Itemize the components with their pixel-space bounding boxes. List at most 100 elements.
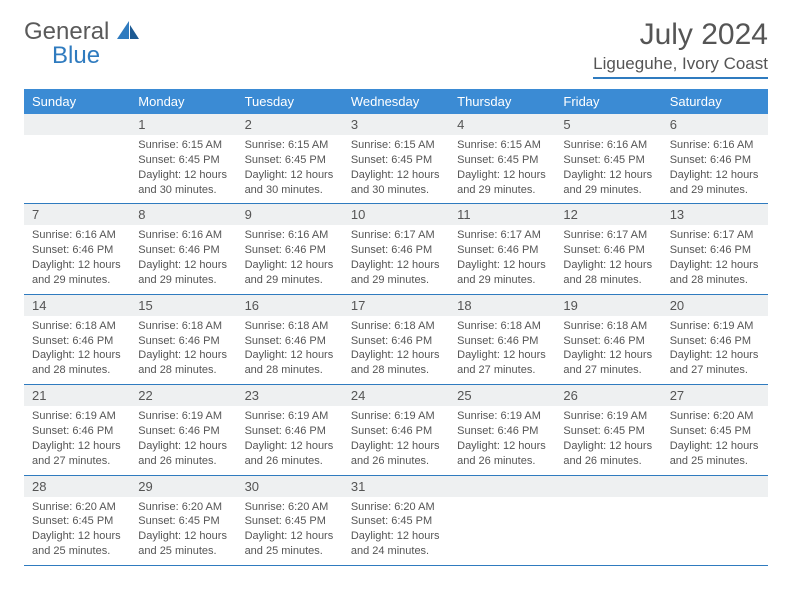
- day-cell: Sunrise: 6:17 AMSunset: 6:46 PMDaylight:…: [343, 225, 449, 294]
- sunset-text: Sunset: 6:46 PM: [351, 334, 441, 349]
- day-header-row: Sunday Monday Tuesday Wednesday Thursday…: [24, 89, 768, 114]
- brand-sail-icon: [115, 19, 141, 46]
- sunset-text: Sunset: 6:46 PM: [32, 334, 122, 349]
- day-number-cell: [449, 475, 555, 497]
- daylight-text: Daylight: 12 hours and 26 minutes.: [457, 439, 547, 469]
- sunrise-text: Sunrise: 6:18 AM: [457, 319, 547, 334]
- day-number-row: 14151617181920: [24, 294, 768, 316]
- day-cell: Sunrise: 6:15 AMSunset: 6:45 PMDaylight:…: [130, 135, 236, 204]
- sunrise-text: Sunrise: 6:17 AM: [457, 228, 547, 243]
- sunset-text: Sunset: 6:46 PM: [138, 334, 228, 349]
- day-cell: Sunrise: 6:16 AMSunset: 6:46 PMDaylight:…: [130, 225, 236, 294]
- daylight-text: Daylight: 12 hours and 26 minutes.: [138, 439, 228, 469]
- daylight-text: Daylight: 12 hours and 25 minutes.: [245, 529, 335, 559]
- day-cell: [449, 497, 555, 566]
- sunset-text: Sunset: 6:46 PM: [32, 243, 122, 258]
- day-cell: Sunrise: 6:19 AMSunset: 6:46 PMDaylight:…: [24, 406, 130, 475]
- sunset-text: Sunset: 6:46 PM: [351, 243, 441, 258]
- brand-word2: Blue: [52, 42, 100, 69]
- daylight-text: Daylight: 12 hours and 27 minutes.: [563, 348, 653, 378]
- day-cell: Sunrise: 6:18 AMSunset: 6:46 PMDaylight:…: [237, 316, 343, 385]
- daylight-text: Daylight: 12 hours and 29 minutes.: [32, 258, 122, 288]
- day-cell: Sunrise: 6:17 AMSunset: 6:46 PMDaylight:…: [555, 225, 661, 294]
- day-cell: Sunrise: 6:15 AMSunset: 6:45 PMDaylight:…: [237, 135, 343, 204]
- day-number-cell: 30: [237, 475, 343, 497]
- day-cell: [24, 135, 130, 204]
- day-cell: Sunrise: 6:20 AMSunset: 6:45 PMDaylight:…: [343, 497, 449, 566]
- sunset-text: Sunset: 6:46 PM: [245, 243, 335, 258]
- sunrise-text: Sunrise: 6:19 AM: [670, 319, 760, 334]
- sunrise-text: Sunrise: 6:18 AM: [32, 319, 122, 334]
- day-cell: [662, 497, 768, 566]
- day-cell: Sunrise: 6:20 AMSunset: 6:45 PMDaylight:…: [24, 497, 130, 566]
- day-number-cell: 16: [237, 294, 343, 316]
- sunrise-text: Sunrise: 6:19 AM: [245, 409, 335, 424]
- day-cell: Sunrise: 6:19 AMSunset: 6:45 PMDaylight:…: [555, 406, 661, 475]
- brand-word2-wrap: Blue: [50, 42, 100, 70]
- sunset-text: Sunset: 6:45 PM: [245, 153, 335, 168]
- daylight-text: Daylight: 12 hours and 30 minutes.: [138, 168, 228, 198]
- sunset-text: Sunset: 6:45 PM: [138, 514, 228, 529]
- day-cell: Sunrise: 6:20 AMSunset: 6:45 PMDaylight:…: [237, 497, 343, 566]
- sunrise-text: Sunrise: 6:18 AM: [563, 319, 653, 334]
- day-cell: Sunrise: 6:18 AMSunset: 6:46 PMDaylight:…: [555, 316, 661, 385]
- sunrise-text: Sunrise: 6:15 AM: [245, 138, 335, 153]
- day-cell: Sunrise: 6:19 AMSunset: 6:46 PMDaylight:…: [449, 406, 555, 475]
- sunset-text: Sunset: 6:45 PM: [245, 514, 335, 529]
- day-number-cell: 28: [24, 475, 130, 497]
- daylight-text: Daylight: 12 hours and 24 minutes.: [351, 529, 441, 559]
- sunrise-text: Sunrise: 6:19 AM: [32, 409, 122, 424]
- day-header: Thursday: [449, 89, 555, 114]
- day-number-cell: [662, 475, 768, 497]
- sunset-text: Sunset: 6:45 PM: [563, 153, 653, 168]
- day-number-cell: 14: [24, 294, 130, 316]
- daylight-text: Daylight: 12 hours and 29 minutes.: [670, 168, 760, 198]
- daylight-text: Daylight: 12 hours and 25 minutes.: [138, 529, 228, 559]
- sunset-text: Sunset: 6:46 PM: [457, 334, 547, 349]
- day-cell: Sunrise: 6:18 AMSunset: 6:46 PMDaylight:…: [343, 316, 449, 385]
- sunset-text: Sunset: 6:46 PM: [670, 334, 760, 349]
- day-cell: Sunrise: 6:17 AMSunset: 6:46 PMDaylight:…: [449, 225, 555, 294]
- sunset-text: Sunset: 6:46 PM: [138, 424, 228, 439]
- day-number-cell: [555, 475, 661, 497]
- week-row: Sunrise: 6:19 AMSunset: 6:46 PMDaylight:…: [24, 406, 768, 475]
- day-cell: Sunrise: 6:20 AMSunset: 6:45 PMDaylight:…: [662, 406, 768, 475]
- day-number-cell: 26: [555, 385, 661, 407]
- day-number-cell: 2: [237, 114, 343, 135]
- sunset-text: Sunset: 6:46 PM: [138, 243, 228, 258]
- sunset-text: Sunset: 6:46 PM: [563, 334, 653, 349]
- daylight-text: Daylight: 12 hours and 29 minutes.: [245, 258, 335, 288]
- day-number-cell: 31: [343, 475, 449, 497]
- sunrise-text: Sunrise: 6:20 AM: [245, 500, 335, 515]
- sunset-text: Sunset: 6:45 PM: [670, 424, 760, 439]
- day-header: Saturday: [662, 89, 768, 114]
- sunset-text: Sunset: 6:45 PM: [563, 424, 653, 439]
- sunrise-text: Sunrise: 6:16 AM: [245, 228, 335, 243]
- daylight-text: Daylight: 12 hours and 29 minutes.: [457, 258, 547, 288]
- day-cell: Sunrise: 6:16 AMSunset: 6:45 PMDaylight:…: [555, 135, 661, 204]
- sunset-text: Sunset: 6:46 PM: [32, 424, 122, 439]
- sunrise-text: Sunrise: 6:20 AM: [670, 409, 760, 424]
- sunset-text: Sunset: 6:46 PM: [457, 243, 547, 258]
- sunrise-text: Sunrise: 6:18 AM: [245, 319, 335, 334]
- day-number-cell: 19: [555, 294, 661, 316]
- sunrise-text: Sunrise: 6:20 AM: [138, 500, 228, 515]
- day-number-cell: 17: [343, 294, 449, 316]
- sunset-text: Sunset: 6:46 PM: [563, 243, 653, 258]
- daylight-text: Daylight: 12 hours and 26 minutes.: [245, 439, 335, 469]
- day-number-row: 28293031: [24, 475, 768, 497]
- day-number-cell: 15: [130, 294, 236, 316]
- day-number-cell: 24: [343, 385, 449, 407]
- header: General July 2024 Ligueguhe, Ivory Coast: [24, 18, 768, 79]
- sunset-text: Sunset: 6:46 PM: [245, 424, 335, 439]
- sunrise-text: Sunrise: 6:16 AM: [32, 228, 122, 243]
- daylight-text: Daylight: 12 hours and 28 minutes.: [138, 348, 228, 378]
- day-number-cell: 1: [130, 114, 236, 135]
- daylight-text: Daylight: 12 hours and 25 minutes.: [670, 439, 760, 469]
- day-header: Sunday: [24, 89, 130, 114]
- daylight-text: Daylight: 12 hours and 29 minutes.: [351, 258, 441, 288]
- day-number-cell: 21: [24, 385, 130, 407]
- day-number-cell: 27: [662, 385, 768, 407]
- day-header: Friday: [555, 89, 661, 114]
- title-block: July 2024 Ligueguhe, Ivory Coast: [593, 18, 768, 79]
